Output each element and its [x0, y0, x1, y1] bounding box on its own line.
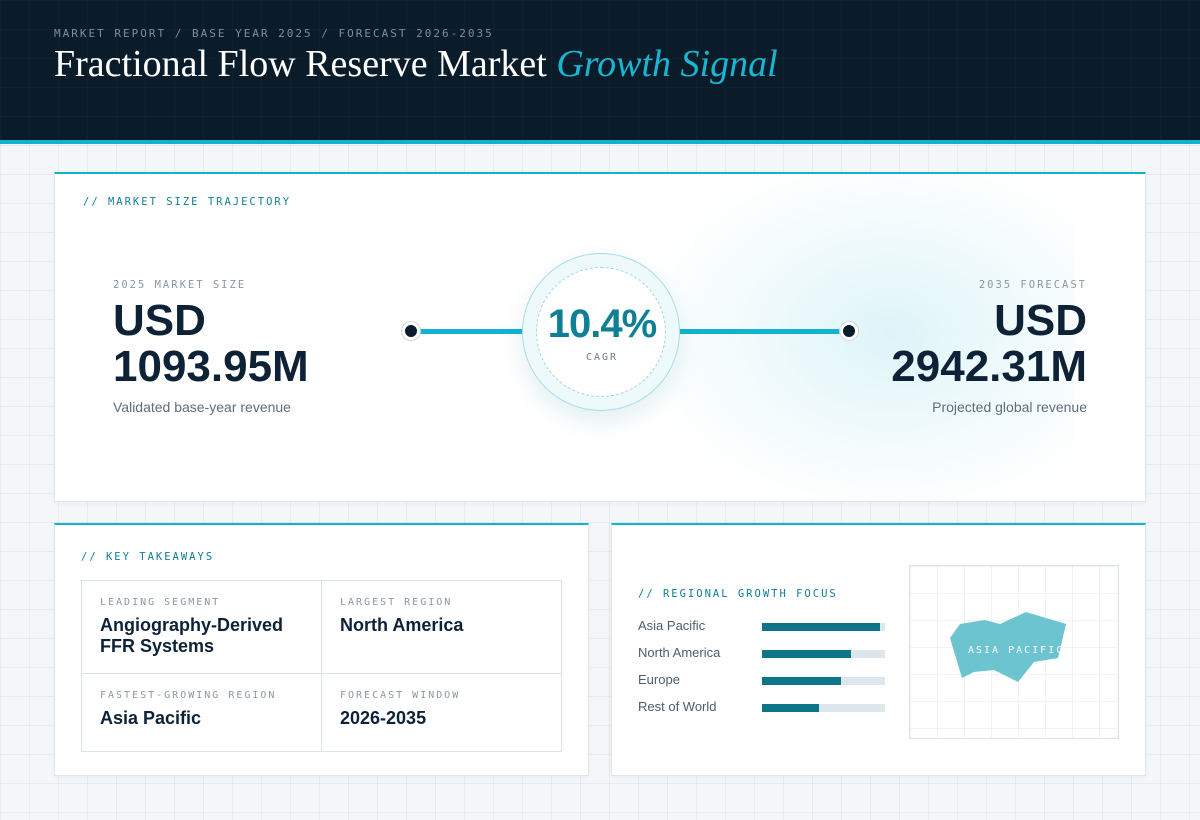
- report-header: MARKET REPORT / BASE YEAR 2025 / FORECAS…: [0, 0, 1200, 144]
- takeaways-grid: LEADING SEGMENT Angiography-Derived FFR …: [81, 580, 562, 752]
- region-bar-row: Asia Pacific: [638, 616, 886, 636]
- takeaways-section-label: // KEY TAKEAWAYS: [81, 551, 215, 563]
- takeaway-value: Angiography-Derived FFR Systems: [100, 615, 284, 656]
- base-year-note: Validated base-year revenue: [113, 399, 291, 415]
- takeaway-label: FORECAST WINDOW: [340, 690, 461, 701]
- region-bar-row: Rest of World: [638, 697, 886, 717]
- cagr-inner-ring: 10.4% CAGR: [536, 267, 666, 397]
- trajectory-section-label: // MARKET SIZE TRAJECTORY: [83, 196, 292, 208]
- breadcrumb: MARKET REPORT / BASE YEAR 2025 / FORECAS…: [54, 27, 494, 40]
- takeaway-value: North America: [340, 615, 464, 635]
- region-name: Europe: [638, 672, 680, 687]
- cagr-label: CAGR: [585, 352, 619, 363]
- region-bar-fill: [762, 677, 841, 685]
- forecast-value: USD 2942.31M: [891, 298, 1087, 390]
- base-year-eyebrow: 2025 MARKET SIZE: [113, 279, 247, 291]
- region-name: Rest of World: [638, 699, 717, 714]
- region-name: Asia Pacific: [638, 618, 706, 633]
- region-bar-row: North America: [638, 643, 886, 663]
- takeaway-fastest-growing-region: FASTEST-GROWING REGION Asia Pacific: [82, 674, 322, 751]
- base-year-currency: USD: [113, 296, 206, 345]
- key-takeaways-card: // KEY TAKEAWAYS LEADING SEGMENT Angiogr…: [54, 523, 589, 776]
- region-bar-fill: [762, 623, 881, 631]
- region-map: ASIA PACIFIC: [909, 565, 1119, 739]
- map-label: ASIA PACIFIC: [968, 645, 1065, 656]
- takeaway-leading-segment: LEADING SEGMENT Angiography-Derived FFR …: [82, 581, 322, 674]
- takeaway-value: 2026-2035: [340, 708, 427, 728]
- cagr-badge: 10.4% CAGR: [522, 253, 680, 411]
- end-point: [840, 322, 858, 340]
- start-point: [402, 322, 420, 340]
- forecast-note: Projected global revenue: [932, 399, 1087, 415]
- forecast-amount: 2942.31M: [891, 342, 1087, 391]
- takeaway-label: LARGEST REGION: [340, 597, 453, 608]
- region-bar-track: [762, 677, 885, 685]
- region-bar-track: [762, 704, 885, 712]
- takeaway-value: Asia Pacific: [100, 708, 202, 728]
- asia-pacific-map-shape: [950, 612, 1066, 682]
- base-year-value: USD 1093.95M: [113, 298, 309, 390]
- region-bar-track: [762, 623, 885, 631]
- takeaway-label: FASTEST-GROWING REGION: [100, 690, 277, 701]
- region-bar-fill: [762, 704, 819, 712]
- page-title-main: Fractional Flow Reserve Market: [54, 43, 547, 85]
- region-bar-fill: [762, 650, 851, 658]
- market-size-trajectory-card: // MARKET SIZE TRAJECTORY 2025 MARKET SI…: [54, 172, 1146, 502]
- page-title-accent: Growth Signal: [556, 43, 778, 85]
- takeaway-forecast-window: FORECAST WINDOW 2026-2035: [322, 674, 562, 751]
- cagr-value: 10.4%: [547, 302, 657, 346]
- page-title: Fractional Flow Reserve Market Growth Si…: [54, 42, 778, 86]
- base-year-amount: 1093.95M: [113, 342, 309, 391]
- takeaway-largest-region: LARGEST REGION North America: [322, 581, 562, 674]
- forecast-currency: USD: [994, 296, 1087, 345]
- forecast-eyebrow: 2035 FORECAST: [978, 279, 1087, 291]
- region-bar-row: Europe: [638, 670, 886, 690]
- regional-growth-card: // REGIONAL GROWTH FOCUS Asia Pacific No…: [611, 523, 1146, 776]
- takeaway-label: LEADING SEGMENT: [100, 597, 221, 608]
- region-bar-track: [762, 650, 885, 658]
- regional-section-label: // REGIONAL GROWTH FOCUS: [638, 588, 838, 600]
- region-name: North America: [638, 645, 721, 660]
